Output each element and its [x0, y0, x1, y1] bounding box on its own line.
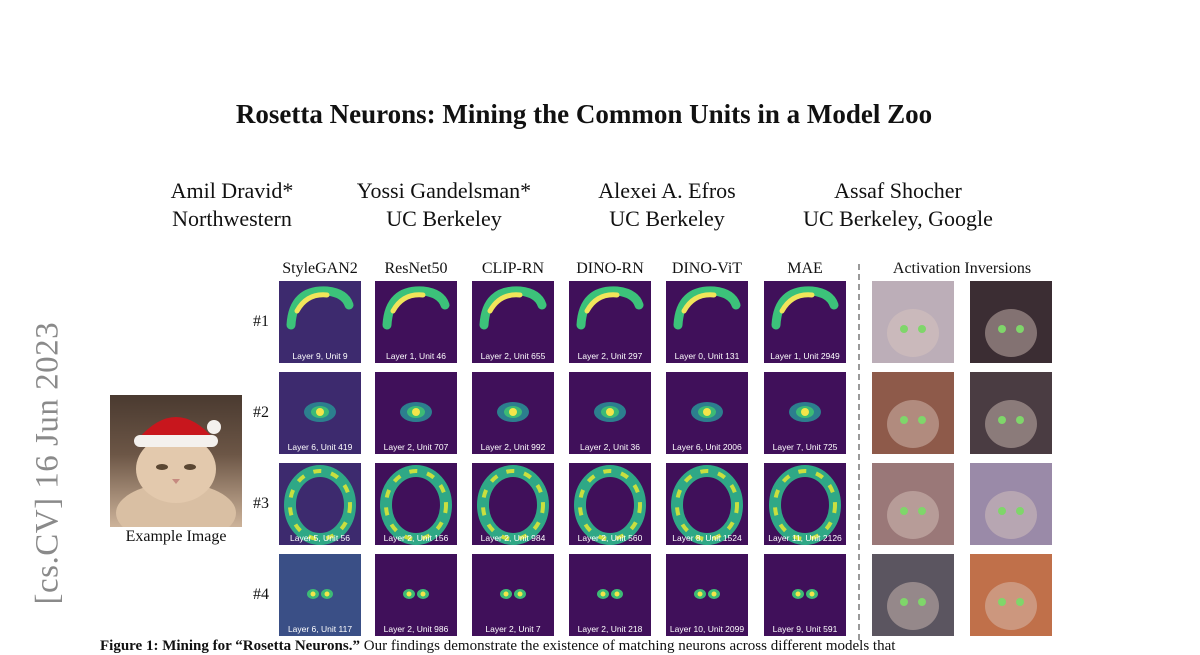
author-block: Amil Dravid* Northwestern: [117, 177, 347, 233]
activation-map: Layer 7, Unit 725: [764, 372, 846, 454]
unit-label: Layer 6, Unit 419: [287, 442, 353, 452]
activation-inversion-image: [872, 281, 954, 363]
unit-label: Layer 7, Unit 725: [772, 442, 838, 452]
activation-map: Layer 8, Unit 1524: [666, 463, 748, 545]
activation-inversion-image: [970, 463, 1052, 545]
activation-inversion-image: [872, 554, 954, 636]
unit-label: Layer 6, Unit 117: [287, 624, 353, 634]
unit-label: Layer 5, Unit 56: [289, 533, 350, 543]
activation-map: Layer 2, Unit 218: [569, 554, 651, 636]
author-affiliation: Northwestern: [172, 206, 292, 231]
column-header: MAE: [787, 260, 823, 277]
unit-label: Layer 9, Unit 591: [772, 624, 838, 634]
activation-map: Layer 9, Unit 9: [279, 281, 361, 363]
unit-label: Layer 8, Unit 1524: [672, 533, 742, 543]
activation-map: Layer 6, Unit 117: [279, 554, 361, 636]
activation-map: Layer 6, Unit 419: [279, 372, 361, 454]
author-name: Assaf Shocher: [834, 178, 962, 203]
unit-label: Layer 2, Unit 297: [577, 351, 643, 361]
column-header: StyleGAN2: [282, 260, 358, 277]
author-block: Assaf Shocher UC Berkeley, Google: [783, 177, 1013, 233]
activation-map: Layer 2, Unit 36: [569, 372, 651, 454]
activation-map: Layer 2, Unit 707: [375, 372, 457, 454]
row-label: #1: [253, 313, 269, 330]
inversions-header: Activation Inversions: [892, 260, 1032, 277]
unit-label: Layer 2, Unit 156: [383, 533, 449, 543]
unit-label: Layer 2, Unit 560: [577, 533, 643, 543]
unit-label: Layer 2, Unit 707: [383, 442, 449, 452]
unit-label: Layer 11, Unit 2126: [768, 533, 842, 543]
activation-map: Layer 1, Unit 2949: [764, 281, 846, 363]
column-header: DINO-RN: [576, 260, 644, 277]
activation-map: Layer 2, Unit 297: [569, 281, 651, 363]
column-header: DINO-ViT: [671, 260, 743, 277]
figure-caption: Figure 1: Mining for “Rosetta Neurons.” …: [100, 638, 895, 655]
activation-map: Layer 10, Unit 2099: [666, 554, 748, 636]
figure-divider: [858, 264, 860, 640]
activation-map: Layer 2, Unit 992: [472, 372, 554, 454]
row-label: #4: [253, 586, 269, 603]
activation-inversion-image: [970, 372, 1052, 454]
activation-map: Layer 1, Unit 46: [375, 281, 457, 363]
unit-label: Layer 1, Unit 46: [385, 351, 446, 361]
unit-label: Layer 9, Unit 9: [292, 351, 348, 361]
example-image: [110, 395, 242, 527]
caption-text: Our findings demonstrate the existence o…: [360, 638, 896, 654]
row-label: #3: [253, 495, 269, 512]
paper-title: Rosetta Neurons: Mining the Common Units…: [235, 99, 933, 129]
activation-map: Layer 9, Unit 591: [764, 554, 846, 636]
author-affiliation: UC Berkeley: [386, 206, 502, 231]
unit-label: Layer 2, Unit 36: [579, 442, 640, 452]
activation-map: Layer 0, Unit 131: [666, 281, 748, 363]
author-name: Amil Dravid*: [170, 178, 294, 203]
author-block: Yossi Gandelsman* UC Berkeley: [329, 177, 559, 233]
activation-map: Layer 6, Unit 2006: [666, 372, 748, 454]
author-name: Yossi Gandelsman*: [356, 178, 532, 203]
author-block: Alexei A. Efros UC Berkeley: [552, 177, 782, 233]
activation-inversion-image: [970, 281, 1052, 363]
column-header: CLIP-RN: [481, 260, 545, 277]
activation-map: Layer 2, Unit 156: [375, 463, 457, 545]
caption-bold: Figure 1: Mining for “Rosetta Neurons.”: [100, 638, 360, 654]
activation-inversion-image: [970, 554, 1052, 636]
unit-label: Layer 2, Unit 984: [480, 533, 546, 543]
unit-label: Layer 1, Unit 2949: [770, 351, 840, 361]
activation-map: Layer 2, Unit 655: [472, 281, 554, 363]
activation-map: Layer 2, Unit 7: [472, 554, 554, 636]
unit-label: Layer 2, Unit 986: [383, 624, 449, 634]
author-name: Alexei A. Efros: [598, 178, 736, 203]
column-header: ResNet50: [384, 260, 448, 277]
activation-inversion-image: [872, 463, 954, 545]
unit-label: Layer 2, Unit 655: [480, 351, 546, 361]
unit-label: Layer 2, Unit 7: [485, 624, 541, 634]
unit-label: Layer 10, Unit 2099: [669, 624, 745, 634]
row-label: #2: [253, 404, 269, 421]
arxiv-stamp: [cs.CV] 16 Jun 2023: [29, 321, 66, 605]
activation-map: Layer 2, Unit 984: [472, 463, 554, 545]
example-image-label: Example Image: [125, 528, 227, 545]
activation-map: Layer 11, Unit 2126: [764, 463, 846, 545]
author-affiliation: UC Berkeley, Google: [803, 206, 993, 231]
author-affiliation: UC Berkeley: [609, 206, 725, 231]
activation-map: Layer 5, Unit 56: [279, 463, 361, 545]
unit-label: Layer 2, Unit 218: [577, 624, 643, 634]
unit-label: Layer 2, Unit 992: [480, 442, 546, 452]
unit-label: Layer 0, Unit 131: [674, 351, 740, 361]
activation-map: Layer 2, Unit 560: [569, 463, 651, 545]
activation-inversion-image: [872, 372, 954, 454]
activation-map: Layer 2, Unit 986: [375, 554, 457, 636]
unit-label: Layer 6, Unit 2006: [672, 442, 742, 452]
